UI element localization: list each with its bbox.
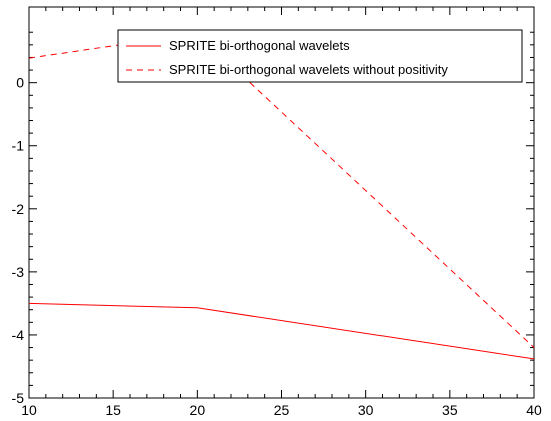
legend-label-series-2: SPRITE bi-orthogonal wavelets without po… [169, 62, 448, 77]
legend-box [117, 29, 523, 83]
x-tick-label: 10 [21, 402, 37, 418]
y-tick-label: -4 [12, 327, 25, 343]
x-tick-label: 20 [190, 402, 206, 418]
axis-tick-labels: 10 15 20 25 30 35 40 0 -1 -2 -3 -4 -5 [12, 75, 542, 418]
x-tick-label: 40 [526, 402, 542, 418]
y-tick-label: -3 [12, 264, 25, 280]
x-tick-label: 15 [105, 402, 121, 418]
legend: SPRITE bi-orthogonal wavelets SPRITE bi-… [117, 29, 523, 83]
series-line-solid [28, 302, 535, 360]
y-tick-label: -2 [12, 201, 25, 217]
x-tick-label: 35 [442, 402, 458, 418]
x-tick-label: 30 [358, 402, 374, 418]
legend-label-series-1: SPRITE bi-orthogonal wavelets [169, 38, 350, 53]
y-tick-label: -1 [12, 138, 25, 154]
y-tick-label: -5 [12, 390, 25, 406]
y-tick-label: 0 [16, 75, 24, 91]
x-tick-label: 25 [274, 402, 290, 418]
axis-ticks [28, 6, 535, 399]
